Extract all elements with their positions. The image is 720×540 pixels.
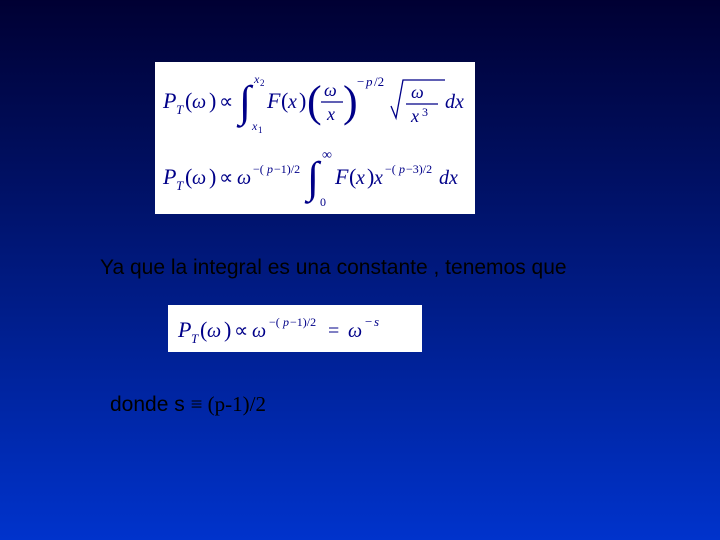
svg-text:−(: −( [385, 162, 396, 176]
svg-text:ω: ω [411, 82, 424, 102]
svg-text:−1)/2: −1)/2 [274, 162, 300, 176]
svg-text:ω: ω [252, 320, 266, 342]
svg-text:ω: ω [237, 167, 251, 189]
svg-text:p: p [282, 315, 289, 329]
svg-text:−(: −( [253, 162, 264, 176]
svg-text:s: s [374, 314, 379, 329]
svg-text:ω: ω [348, 320, 362, 342]
svg-text:p: p [398, 162, 405, 176]
svg-text:−: − [365, 314, 372, 329]
svg-text:P: P [177, 317, 191, 342]
svg-text:dx: dx [445, 91, 464, 113]
svg-text:): ) [224, 317, 231, 342]
svg-text:x: x [287, 91, 297, 113]
svg-text:∝: ∝ [219, 167, 233, 189]
svg-text:ω: ω [207, 320, 221, 342]
svg-text:−3)/2: −3)/2 [406, 162, 432, 176]
svg-text:∝: ∝ [219, 91, 233, 113]
svg-text:−: − [357, 74, 364, 89]
svg-text:T: T [176, 178, 184, 193]
svg-text:): ) [209, 88, 216, 113]
eq1-line2: P T ( ω ) ∝ ω −( p −1)/2 ∫ ∞ 0 F ( x ) x… [162, 148, 458, 209]
equation-box-1: P T ( ω ) ∝ ∫ x 2 x 1 F ( x ) ( ω x [155, 62, 475, 214]
svg-text:x: x [251, 119, 258, 133]
svg-text:ω: ω [192, 167, 206, 189]
svg-text:−1)/2: −1)/2 [290, 315, 316, 329]
svg-text:dx: dx [439, 167, 458, 189]
svg-text:∝: ∝ [234, 320, 248, 342]
svg-text:x: x [373, 167, 383, 189]
svg-text:T: T [176, 102, 184, 117]
svg-text:3: 3 [422, 105, 428, 119]
text-integral-constant: Ya que la integral es una constante , te… [100, 256, 660, 280]
svg-text:x: x [410, 106, 419, 126]
svg-text:P: P [162, 88, 176, 113]
svg-text:0: 0 [320, 195, 326, 209]
equation-box-2: P T ( ω ) ∝ ω −( p −1)/2 = ω − s [168, 305, 422, 352]
svg-text:∞: ∞ [322, 148, 332, 163]
svg-text:): ) [299, 88, 306, 113]
svg-text:x: x [355, 167, 365, 189]
svg-text:): ) [209, 164, 216, 189]
svg-text:1: 1 [258, 125, 263, 135]
svg-text:ω: ω [192, 91, 206, 113]
text-line-2-prefix: donde s [110, 393, 185, 416]
svg-text:P: P [162, 164, 176, 189]
svg-text:p: p [365, 74, 373, 89]
eq1-line1: P T ( ω ) ∝ ∫ x 2 x 1 F ( x ) ( ω x [162, 72, 464, 135]
svg-text:F: F [334, 164, 349, 189]
svg-text:−(: −( [269, 315, 280, 329]
svg-text:=: = [328, 320, 339, 342]
equation-1-svg: P T ( ω ) ∝ ∫ x 2 x 1 F ( x ) ( ω x [159, 66, 471, 210]
svg-text:(: ( [307, 77, 322, 126]
svg-text:ω: ω [324, 80, 337, 100]
svg-text:/2: /2 [374, 74, 384, 89]
svg-text:F: F [266, 88, 281, 113]
svg-text:x: x [253, 72, 260, 86]
svg-text:2: 2 [260, 78, 265, 88]
text-line-2-def: ≡ (p-1)/2 [191, 392, 266, 416]
svg-text:p: p [266, 162, 273, 176]
text-where-s-def: donde s ≡ (p-1)/2 [110, 392, 510, 417]
svg-text:T: T [191, 331, 199, 346]
svg-text:x: x [326, 104, 335, 124]
equation-2-svg: P T ( ω ) ∝ ω −( p −1)/2 = ω − s [172, 309, 418, 349]
text-line-1-content: Ya que la integral es una constante , te… [100, 256, 567, 279]
svg-text:): ) [343, 77, 358, 126]
